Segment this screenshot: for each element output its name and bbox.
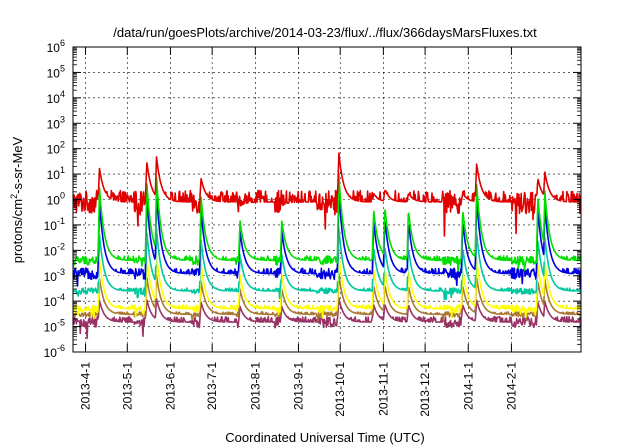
series-line (73, 204, 581, 287)
y-tick-label: 101 (47, 165, 65, 182)
series-line (73, 152, 581, 237)
series-line (73, 189, 581, 290)
x-tick-label: 2013-11-1 (376, 362, 390, 416)
y-axis-label: protons/cm2-s-sr-MeV (9, 136, 25, 263)
x-tick-label: 2013-9-1 (291, 362, 305, 410)
grid (73, 47, 581, 352)
x-tick-label: 2013-4-1 (79, 362, 93, 410)
series-line (73, 225, 581, 301)
chart-title: /data/run/goesPlots/archive/2014-03-23/f… (113, 25, 537, 40)
x-tick-label: 2014-2-1 (504, 362, 518, 410)
x-tick-label: 2013-8-1 (248, 362, 262, 410)
y-tick-label: 100 (47, 191, 65, 208)
y-tick-labels: 10-6 10-5 10-4 10-3 10-2 10-1 100 101 102 103 104 1… (44, 38, 65, 360)
y-tick-label: 105 (47, 63, 65, 80)
x-tick-labels: 2013-4-1 2013-5-1 2013-6-1 2013-7-1 2013-8-1… (79, 362, 519, 417)
series-line (73, 173, 581, 272)
x-tick-label: 2013-5-1 (120, 362, 134, 410)
ticks (73, 46, 581, 353)
series-layer (73, 152, 581, 340)
y-tick-label: 103 (47, 114, 65, 131)
x-tick-label: 2013-6-1 (163, 362, 177, 410)
x-axis-label: Coordinated Universal Time (UTC) (225, 430, 424, 445)
x-tick-label: 2013-7-1 (205, 362, 219, 410)
x-tick-label: 2014-1-1 (461, 362, 475, 410)
series-line (73, 252, 581, 320)
series-line (73, 273, 581, 322)
y-tick-label: 10-2 (44, 241, 65, 258)
x-tick-label: 2013-10-1 (333, 362, 347, 417)
y-tick-label: 10-1 (44, 216, 65, 233)
y-tick-label: 10-6 (44, 343, 65, 360)
y-tick-label: 10-5 (44, 318, 65, 335)
y-tick-label: 104 (47, 89, 65, 106)
y-tick-label: 102 (47, 140, 65, 157)
x-tick-label: 2013-12-1 (418, 362, 432, 417)
series-line (73, 297, 581, 340)
y-tick-label: 10-4 (44, 292, 65, 309)
y-tick-label: 10-3 (44, 267, 65, 284)
y-tick-label: 106 (47, 38, 65, 55)
